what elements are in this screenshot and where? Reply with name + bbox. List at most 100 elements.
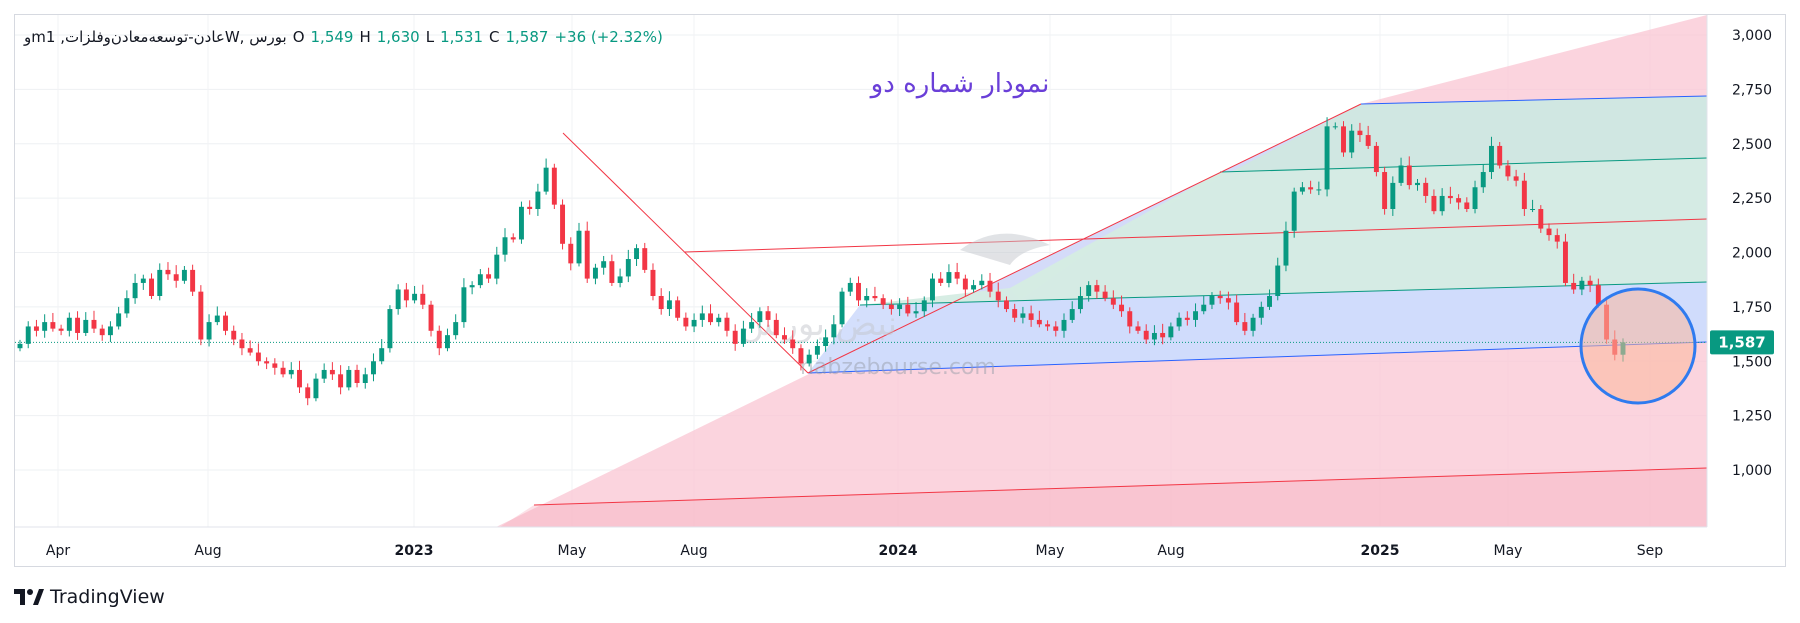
candle (305, 383, 311, 406)
candle-body (1373, 145, 1379, 173)
candle-body (634, 248, 640, 260)
candle-body (280, 367, 286, 375)
symbol-legend[interactable]: وmعادن-توسعه‌معادن‌وفلزات, 1W, بورس O 1,5… (24, 28, 663, 46)
candle (856, 276, 861, 307)
candle-body (502, 237, 508, 255)
candle-body (1308, 187, 1314, 190)
candle-body (864, 296, 870, 301)
candle (518, 201, 524, 244)
candle (897, 298, 903, 317)
candle-body (1546, 228, 1552, 236)
fan-line-blue-bottom (807, 341, 1707, 374)
candle-body (1234, 302, 1240, 323)
time-tick-label: 2023 (395, 543, 434, 559)
candle (1546, 223, 1552, 241)
candle-body (798, 348, 804, 364)
candle (264, 357, 270, 370)
candle (921, 296, 927, 317)
candle (1349, 124, 1355, 159)
candle-body (124, 298, 130, 314)
candle-body (1077, 296, 1083, 310)
candle-body (99, 328, 105, 336)
candle-body (1119, 304, 1125, 312)
candle-body (938, 278, 944, 283)
candle-body (272, 363, 278, 368)
candle-body (1225, 298, 1231, 303)
candle (445, 328, 450, 352)
candle (149, 273, 154, 300)
candle (297, 360, 302, 394)
candle-body (897, 304, 903, 310)
candle-body (527, 206, 533, 209)
candles (17, 117, 1626, 406)
tradingview-logo[interactable]: TradingView (14, 586, 165, 608)
candle (905, 296, 911, 317)
candle-body (297, 369, 302, 388)
candle-body (543, 167, 549, 192)
candle (1209, 292, 1215, 310)
candle-body (214, 315, 220, 323)
candle-body (650, 269, 656, 296)
candle-body (592, 267, 598, 279)
candle-body (1439, 195, 1445, 212)
candle-body (1242, 322, 1248, 331)
candle-body (995, 291, 1001, 301)
candle-body (617, 276, 623, 283)
candle (806, 349, 812, 367)
candle-body (1012, 309, 1018, 318)
chart-frame (14, 14, 1786, 567)
candle (930, 273, 935, 308)
price-tick-label: 1,250 (1732, 409, 1772, 425)
candle-body (782, 335, 787, 340)
candle-body (313, 378, 319, 399)
candle (1431, 189, 1437, 215)
candle-body (379, 348, 385, 362)
candle-body (1579, 280, 1585, 290)
candle-body (461, 287, 467, 323)
candle (954, 262, 960, 285)
time-axis[interactable]: Apr Aug 2023 May Aug 2024 May Aug 2025 May Sep (46, 543, 1663, 559)
candle-body (453, 322, 459, 336)
price-axis[interactable]: 1,000 1,250 1,500 1,750 2,000 2,250 2,500 2,750… (1732, 28, 1772, 479)
candle (708, 304, 713, 326)
candle (1012, 303, 1018, 323)
candle-body (773, 319, 779, 336)
candle (551, 163, 557, 209)
candle (1160, 323, 1166, 345)
candle (1258, 301, 1264, 325)
candle-body (149, 278, 154, 296)
candle (1094, 279, 1100, 299)
candle-body (338, 374, 344, 388)
candle-body (609, 261, 615, 283)
last-price-label: 1,587 (1718, 333, 1765, 351)
candle-body (1456, 198, 1462, 203)
trend-line-fall (562, 132, 809, 374)
candle (535, 183, 541, 216)
candle (1571, 273, 1577, 294)
fan-teal-zone (1010, 96, 1707, 300)
candle (99, 324, 105, 341)
highlight-circle (1579, 287, 1697, 405)
candle (1119, 295, 1125, 317)
candle-body (1324, 126, 1330, 190)
time-tick-label: 2024 (879, 543, 918, 559)
candle-body (305, 387, 311, 399)
high-value: 1,630 (376, 28, 420, 46)
candle-body (535, 191, 541, 209)
candle (1332, 122, 1338, 130)
candle-body (576, 230, 582, 264)
candle-body (239, 339, 245, 349)
candle (675, 296, 681, 321)
candle-body (1193, 311, 1198, 320)
candle (1069, 301, 1075, 323)
candle (83, 312, 89, 337)
candle (823, 329, 829, 352)
candle-body (445, 335, 450, 349)
candle-body (790, 339, 796, 349)
candle (913, 302, 919, 318)
candle-body (321, 369, 327, 379)
candle-body (91, 319, 97, 329)
candle (1151, 325, 1157, 346)
price-tick-label: 2,500 (1732, 137, 1772, 153)
